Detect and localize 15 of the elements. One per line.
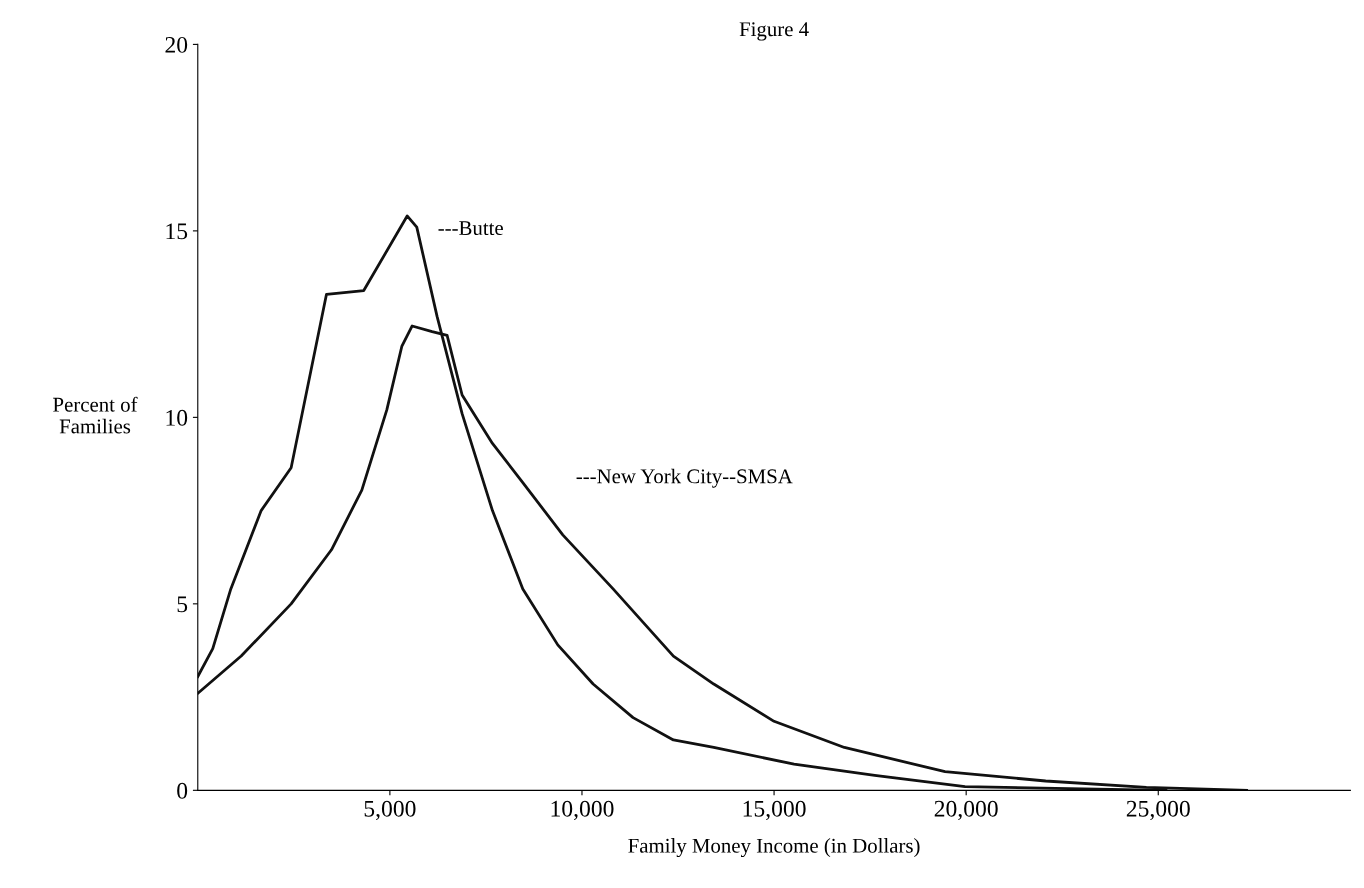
- series-label: ---New York City--SMSA: [576, 468, 793, 488]
- y-tick-label: 0: [177, 782, 188, 799]
- chart-title: Figure 4: [739, 22, 809, 41]
- x-tick-label: 5,000: [364, 800, 416, 821]
- x-tick-label: 15,000: [743, 800, 806, 821]
- y-tick-label: 5: [177, 596, 188, 613]
- x-tick-label: 25,000: [1126, 800, 1190, 821]
- series-label: ---Butte: [438, 221, 503, 236]
- y-tick-label: 10: [166, 409, 188, 426]
- x-tick-label: 10,000: [551, 800, 614, 821]
- y-tick-label: 15: [166, 223, 188, 240]
- x-axis-title: Family Money Income (in Dollars): [628, 838, 920, 858]
- x-tick-label: 20,000: [934, 800, 998, 821]
- y-tick-label: 20: [165, 36, 188, 53]
- y-axis-title: Percent of Families: [53, 396, 138, 434]
